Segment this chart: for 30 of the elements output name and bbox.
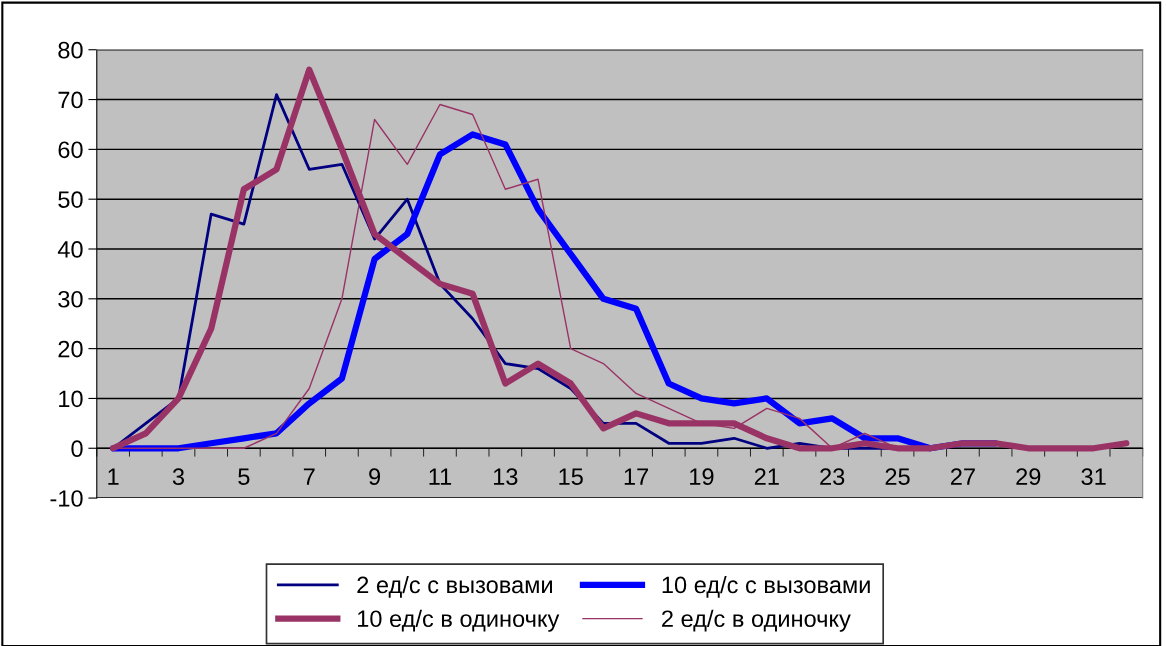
x-tick-label: 11	[429, 468, 452, 485]
y-tick-label: 10	[59, 390, 83, 408]
x-tick-label: 15	[559, 468, 583, 486]
x-tick-label: 5	[238, 468, 250, 486]
x-tick-label: 23	[820, 468, 845, 486]
x-tick-label: 13	[494, 468, 518, 486]
x-tick-label: 19	[690, 468, 714, 486]
legend-label: 10 ед/с в одиночку	[358, 609, 560, 632]
y-tick-label: 70	[58, 91, 83, 109]
x-tick-label: 31	[1081, 468, 1106, 486]
y-tick-label: 50	[58, 191, 83, 208]
x-tick-label: 25	[885, 468, 910, 486]
x-tick-label: 3	[172, 468, 185, 486]
x-tick-label: 9	[369, 468, 381, 486]
y-tick-label: 60	[58, 141, 83, 159]
x-tick-label: 21	[754, 468, 779, 485]
y-tick-label: 40	[57, 241, 83, 258]
x-tick-label: 17	[624, 468, 649, 485]
y-tick-label: 20	[58, 340, 83, 358]
y-tick-label: 0	[71, 440, 83, 458]
y-tick-label: -10	[50, 490, 83, 507]
x-tick-label: 7	[303, 468, 315, 485]
legend-label: 2 ед/с в одиночку	[662, 609, 851, 632]
x-tick-label: 1	[108, 468, 119, 485]
legend-label: 10 ед/с с вызовами	[662, 575, 870, 598]
x-tick-label: 29	[1016, 468, 1041, 486]
x-tick-label: 27	[950, 468, 975, 485]
y-tick-label: 80	[58, 41, 83, 59]
y-tick-label: 30	[58, 290, 83, 308]
legend-label: 2 ед/с с вызовами	[357, 575, 552, 598]
